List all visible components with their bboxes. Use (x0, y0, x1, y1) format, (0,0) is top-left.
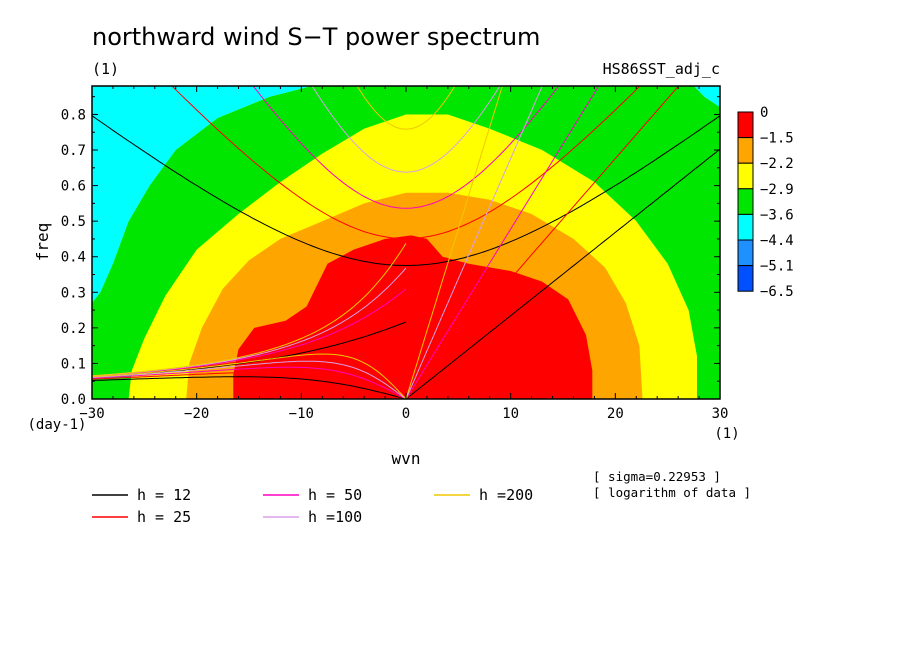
colorbar-label: −2.9 (760, 182, 794, 198)
inertia-gravity-curve-h25 (171, 86, 641, 240)
x-tick-label: 20 (607, 406, 624, 422)
curve-legend: h = 12 h = 25 h = 50 h =100 h =200 (92, 486, 533, 526)
kelvin-curve-h50 (405, 86, 600, 399)
x-unit-label: (1) (714, 426, 739, 442)
y-tick-label: 0.4 (61, 250, 86, 266)
legend-label: h = 12 (137, 486, 191, 504)
contour-fill-layer (92, 86, 720, 399)
y-tick-label: 0.1 (61, 356, 86, 372)
chart-subtitle-left: (1) (92, 60, 119, 78)
colorbar-swatch (737, 239, 754, 267)
inertia-gravity-curve-h12 (92, 115, 720, 267)
y-tick-label: 0.3 (61, 285, 86, 301)
dispersion-curve-layer (92, 86, 720, 399)
y-tick-label: 0.7 (61, 143, 86, 159)
kelvin-curve-h200 (405, 86, 503, 399)
inertia-gravity-curve-h50 (252, 86, 560, 209)
legend-label: h =100 (308, 508, 362, 526)
x-tick-label: 10 (502, 406, 519, 422)
y-axis-label: freq (33, 223, 52, 262)
colorbar-swatch (737, 162, 754, 190)
y-tick-label: 0.8 (61, 107, 86, 123)
kelvin-curve-h12 (405, 148, 720, 399)
chart-subtitle-right: HS86SST_adj_c (603, 60, 720, 78)
y-tick-label: 0.0 (61, 392, 86, 408)
colorbar-label: −4.4 (760, 233, 794, 249)
contour-region-2 (693, 86, 720, 108)
colorbar-swatch (737, 265, 754, 292)
chart-title: northward wind S−T power spectrum (92, 23, 540, 51)
inertia-gravity-curve-h200 (356, 86, 456, 130)
legend-label: h =200 (479, 486, 533, 504)
x-tick-label: 30 (712, 406, 729, 422)
x-axis: −30 −20 −10 0 10 20 30 (79, 86, 728, 422)
kelvin-curve-h100 (405, 86, 543, 399)
y-unit-label: (day-1) (27, 417, 86, 433)
y-tick-label: 0.5 (61, 214, 86, 230)
logarithm-note: [ logarithm of data ] (593, 485, 751, 500)
x-tick-label: −20 (184, 406, 209, 422)
legend-label: h = 25 (137, 508, 191, 526)
colorbar-label: 0 (760, 105, 768, 121)
y-axis: 0.0 0.1 0.2 0.3 0.4 0.5 0.6 0.7 0.8 (61, 96, 720, 408)
colorbar-swatch (737, 188, 754, 215)
colorbar-label: −5.1 (760, 259, 794, 275)
rossby-curve-h25 (92, 371, 407, 399)
legend-label: h = 50 (308, 486, 362, 504)
colorbar-swatch (737, 111, 754, 139)
colorbar-swatch (737, 137, 754, 164)
x-tick-label: 0 (402, 406, 410, 422)
y-tick-label: 0.2 (61, 321, 86, 337)
y-tick-label: 0.6 (61, 179, 86, 195)
x-tick-label: −10 (289, 406, 314, 422)
colorbar-label: −1.5 (760, 131, 794, 147)
rossby-curve-h100 (92, 360, 407, 399)
rossby-curve-h12 (92, 376, 407, 399)
colorbar-label: −3.6 (760, 207, 794, 223)
contour-region-6 (233, 235, 593, 399)
colorbar: 0 −1.5 −2.2 −2.9 −3.6 −4.4 −5.1 −6.5 (737, 105, 794, 300)
x-tick-label: −30 (79, 406, 104, 422)
colorbar-label: −6.5 (760, 284, 794, 300)
colorbar-swatch (737, 213, 754, 241)
kelvin-curve-h25 (405, 86, 680, 399)
rossby-curve-h50 (92, 366, 407, 399)
sigma-note: [ sigma=0.22953 ] (593, 469, 721, 484)
inertia-gravity-curve-h100 (311, 86, 501, 173)
x-axis-label: wvn (392, 449, 421, 468)
colorbar-label: −2.2 (760, 156, 794, 172)
mrg-curve-h200 (92, 243, 407, 377)
rossby-curve-h200 (92, 353, 407, 399)
contour-region-1 (92, 86, 312, 303)
